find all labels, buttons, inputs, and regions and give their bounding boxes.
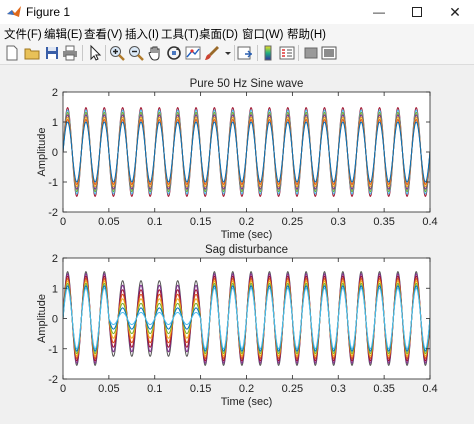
close-icon: ✕ bbox=[449, 3, 461, 20]
y-tick-label: -1 bbox=[48, 344, 58, 356]
save-icon[interactable] bbox=[43, 44, 61, 62]
title-bar: Figure 1 — ✕ bbox=[0, 0, 474, 24]
toolbar-separator bbox=[234, 45, 235, 61]
new-file-icon[interactable] bbox=[3, 44, 21, 62]
figure-toolbar bbox=[0, 42, 474, 65]
menu-insert[interactable]: 插入(I) bbox=[125, 29, 159, 41]
rotate-3d-icon[interactable] bbox=[165, 44, 183, 62]
pan-hand-icon[interactable] bbox=[146, 44, 164, 62]
matlab-logo-icon bbox=[7, 6, 21, 17]
maximize-button[interactable] bbox=[398, 0, 436, 24]
x-tick-label: 0 bbox=[60, 383, 66, 395]
series-group bbox=[63, 270, 430, 367]
brush-dropdown-icon[interactable] bbox=[219, 44, 237, 62]
x-tick-label: 0 bbox=[60, 216, 66, 228]
x-tick-label: 0.15 bbox=[190, 216, 211, 228]
menu-edit[interactable]: 编辑(E) bbox=[44, 29, 83, 41]
x-axis-label: Time (sec) bbox=[221, 229, 273, 241]
y-axis-label: Amplitude bbox=[36, 294, 48, 343]
menu-help[interactable]: 帮助(H) bbox=[287, 29, 326, 41]
minimize-icon: — bbox=[373, 5, 385, 19]
toolbar-separator bbox=[105, 45, 106, 61]
sine-series-line bbox=[63, 121, 430, 183]
x-tick-label: 0.15 bbox=[190, 383, 211, 395]
toolbar-separator bbox=[298, 45, 299, 61]
y-tick-label: -2 bbox=[48, 374, 58, 386]
hide-plot-tools-icon[interactable] bbox=[302, 44, 320, 62]
chart-title: Pure 50 Hz Sine wave bbox=[190, 78, 304, 90]
link-plot-icon[interactable] bbox=[236, 44, 254, 62]
pointer-icon[interactable] bbox=[86, 44, 104, 62]
x-tick-label: 0.4 bbox=[422, 216, 437, 228]
y-tick-label: 1 bbox=[52, 117, 58, 129]
x-tick-label: 0.35 bbox=[373, 216, 394, 228]
x-tick-label: 0.05 bbox=[98, 383, 119, 395]
menu-tools[interactable]: 工具(T) bbox=[161, 29, 199, 41]
y-axis-label: Amplitude bbox=[36, 128, 48, 177]
x-tick-label: 0.25 bbox=[282, 383, 303, 395]
y-tick-label: -1 bbox=[48, 177, 58, 189]
menu-window[interactable]: 窗口(W) bbox=[242, 29, 284, 41]
x-tick-label: 0.1 bbox=[147, 216, 162, 228]
close-button[interactable]: ✕ bbox=[436, 0, 474, 24]
brush-icon[interactable] bbox=[203, 44, 221, 62]
y-tick-label: -2 bbox=[48, 207, 58, 219]
chart-title: Sag disturbance bbox=[205, 244, 288, 256]
open-folder-icon[interactable] bbox=[23, 44, 41, 62]
x-tick-label: 0.3 bbox=[331, 383, 346, 395]
y-tick-label: 0 bbox=[52, 147, 58, 159]
sag-series-line bbox=[63, 287, 430, 350]
x-axis-label: Time (sec) bbox=[221, 396, 273, 408]
x-tick-label: 0.35 bbox=[373, 383, 394, 395]
maximize-icon bbox=[412, 7, 422, 17]
figure-canvas: 0 0.05 0.1 0.15 0.2 0.25 0.3 0.35 0.4 2 1 0 -1 -2 Pure… bbox=[0, 65, 474, 419]
menu-bar: 文件(F) 编辑(E) 查看(V) 插入(I) 工具(T) 桌面(D) 窗口(W… bbox=[0, 24, 474, 42]
y-tick-label: 0 bbox=[52, 314, 58, 326]
menu-file[interactable]: 文件(F) bbox=[4, 29, 42, 41]
y-tick-label: 1 bbox=[52, 283, 58, 295]
minimize-button[interactable]: — bbox=[360, 0, 398, 24]
insert-legend-icon[interactable] bbox=[278, 44, 296, 62]
x-tick-label: 0.1 bbox=[147, 383, 162, 395]
x-tick-label: 0.3 bbox=[331, 216, 346, 228]
x-tick-label: 0.4 bbox=[422, 383, 437, 395]
x-tick-label: 0.2 bbox=[239, 383, 254, 395]
x-tick-label: 0.05 bbox=[98, 216, 119, 228]
x-tick-label: 0.2 bbox=[239, 216, 254, 228]
toolbar-separator bbox=[82, 45, 83, 61]
window-title: Figure 1 bbox=[26, 5, 71, 19]
figure-plots[interactable]: 0 0.05 0.1 0.15 0.2 0.25 0.3 0.35 0.4 2 1 0 -1 -2 Pure… bbox=[0, 65, 474, 419]
show-plot-tools-icon[interactable] bbox=[320, 44, 338, 62]
menu-view[interactable]: 查看(V) bbox=[84, 29, 123, 41]
y-tick-label: 2 bbox=[52, 87, 58, 99]
toolbar-separator bbox=[257, 45, 258, 61]
data-cursor-icon[interactable] bbox=[184, 44, 202, 62]
series-group bbox=[63, 106, 430, 198]
menu-desktop[interactable]: 桌面(D) bbox=[199, 29, 238, 41]
zoom-in-icon[interactable] bbox=[108, 44, 126, 62]
zoom-out-icon[interactable] bbox=[127, 44, 145, 62]
y-tick-label: 2 bbox=[52, 253, 58, 265]
print-icon[interactable] bbox=[61, 44, 79, 62]
x-tick-label: 0.25 bbox=[282, 216, 303, 228]
insert-colorbar-icon[interactable] bbox=[259, 44, 277, 62]
